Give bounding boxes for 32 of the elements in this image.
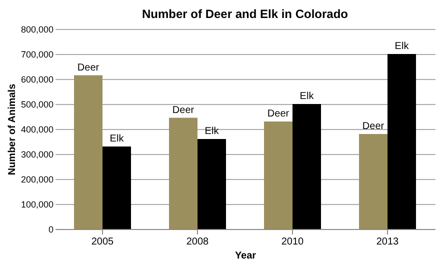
text: Deer — [267, 108, 290, 120]
x-tick-label: 2013 — [376, 236, 400, 248]
text: Deer — [362, 121, 384, 132]
series-label: Elk — [110, 134, 125, 144]
x-tick-label: 2010 — [281, 236, 304, 248]
bar — [198, 139, 226, 229]
text: Elk — [204, 126, 219, 137]
y-tick-label: 300,000 — [20, 150, 54, 160]
y-tick-label: 500,000 — [20, 100, 54, 110]
bar — [388, 54, 416, 229]
bar — [102, 146, 131, 229]
text: Elk — [394, 41, 409, 52]
x-axis-title: Year — [234, 250, 256, 262]
bar — [169, 118, 198, 229]
text: Deer — [172, 104, 194, 116]
y-axis-title: Number of Animals — [6, 83, 18, 176]
x-tick-label: 2008 — [186, 236, 210, 248]
bar — [292, 104, 321, 229]
y-tick-label: 700,000 — [20, 50, 54, 60]
y-tick-label: 100,000 — [20, 200, 54, 210]
x-tick-label: 2005 — [91, 236, 114, 248]
bar — [359, 134, 388, 229]
bar — [264, 122, 292, 229]
y-tick-label: 600,000 — [20, 74, 54, 84]
chart-title: Number of Deer and Elk in Colorado — [142, 7, 348, 21]
bar — [74, 75, 102, 229]
y-tick-label: 800,000 — [20, 24, 54, 34]
text: Elk — [300, 91, 314, 102]
series-label: Deer — [77, 62, 100, 74]
y-tick-label: 200,000 — [20, 174, 54, 184]
y-tick-label: 400,000 — [20, 124, 54, 134]
y-tick-label: 0 — [48, 224, 54, 234]
